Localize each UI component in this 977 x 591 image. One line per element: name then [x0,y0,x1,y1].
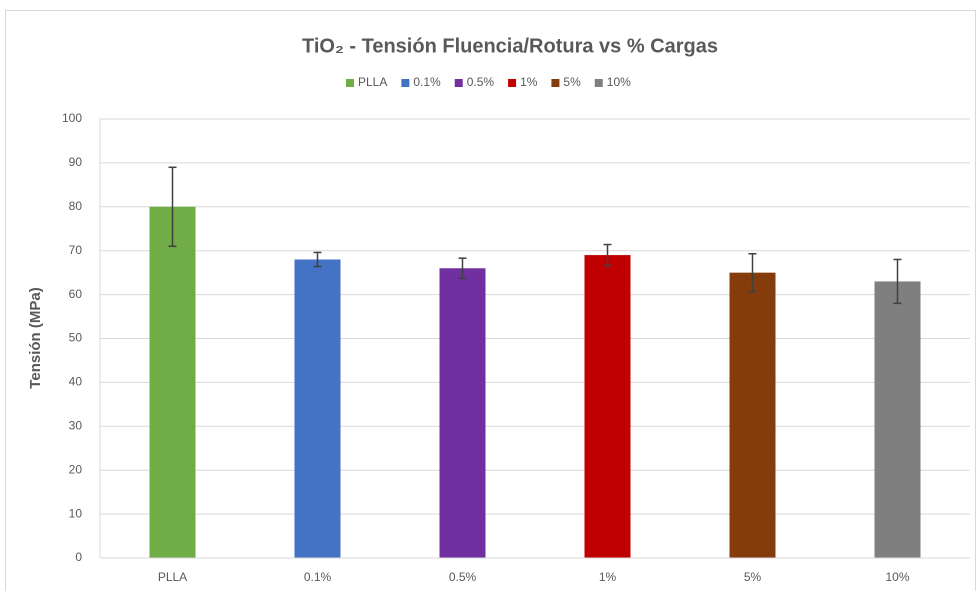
y-tick-label: 0 [75,550,82,564]
legend-swatch [508,79,517,87]
legend-swatch [454,79,463,87]
legend-swatch [401,79,410,87]
y-axis-label: Tensión (MPa) [27,287,44,388]
legend-label: 1% [520,75,538,89]
bar [584,255,631,558]
chart-title: TiO₂ - Tensión Fluencia/Rotura vs % Carg… [302,35,718,57]
y-tick-label: 90 [69,155,83,169]
error-bar [893,258,902,305]
bar [294,259,341,558]
x-tick-label: 0.5% [449,570,477,584]
legend-swatch [594,79,603,87]
y-tick-label: 40 [69,375,83,389]
y-tick-label: 50 [69,331,83,345]
y-tick-label: 100 [62,111,82,125]
x-tick-label: 0.1% [304,570,332,584]
y-tick-label: 20 [69,462,83,476]
bar [874,281,921,558]
y-tick-label: 70 [69,243,83,257]
x-tick-label: 10% [885,570,909,584]
legend-swatch [551,79,560,87]
legend-label: 0.1% [413,75,441,89]
y-tick-label: 60 [69,287,83,301]
legend-label: 0.5% [467,75,495,89]
bar [149,206,196,559]
error-bar [313,251,322,268]
bar [439,268,486,558]
x-tick-label: 5% [744,570,762,584]
legend-swatch [346,79,354,87]
error-bar [748,253,757,293]
y-tick-label: 30 [69,418,83,432]
error-bar [168,166,177,248]
error-bar [458,257,467,280]
x-tick-label: 1% [599,570,617,584]
legend-label: 10% [607,75,631,89]
y-tick-label: 10 [69,506,83,520]
legend-label: 5% [563,75,581,89]
error-bar [603,243,612,267]
y-tick-label: 80 [69,199,83,213]
bar [729,272,776,558]
x-tick-label: PLLA [158,570,187,584]
legend-label: PLLA [358,75,387,89]
